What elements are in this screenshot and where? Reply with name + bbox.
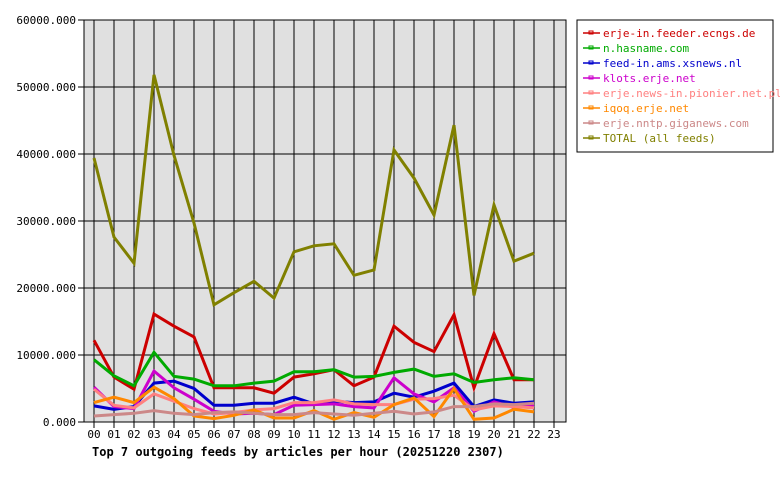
legend-label: klots.erje.net bbox=[603, 72, 696, 85]
x-tick-label: 22 bbox=[527, 428, 540, 441]
x-tick-label: 04 bbox=[167, 428, 181, 441]
x-tick-label: 16 bbox=[407, 428, 420, 441]
y-axis-ticks: 0.000 10000.000 20000.000 30000.000 40000.00… bbox=[16, 14, 85, 429]
x-tick-label: 07 bbox=[227, 428, 240, 441]
y-tick-label: 0.000 bbox=[43, 416, 76, 429]
series-line bbox=[92, 74, 535, 308]
legend: erje-in.feeder.ecngs.de n.hasname.com feed… bbox=[576, 19, 780, 153]
x-tick-label: 03 bbox=[147, 428, 160, 441]
x-tick-label: 06 bbox=[207, 428, 220, 441]
x-tick-label: 23 bbox=[547, 428, 560, 441]
x-tick-label: 08 bbox=[247, 428, 260, 441]
x-tick-label: 14 bbox=[367, 428, 381, 441]
y-tick-label: 30000.000 bbox=[16, 215, 76, 228]
x-tick-label: 20 bbox=[487, 428, 500, 441]
legend-label: erje.news-in.pionier.net.pl bbox=[603, 87, 780, 100]
x-tick-label: 09 bbox=[267, 428, 280, 441]
legend-label: n.hasname.com bbox=[603, 42, 689, 55]
x-axis-ticks: 00 01 02 03 04 05 06 07 08 09 10 11 12 13 14 15 16 17 18 19… bbox=[84, 421, 566, 441]
x-tick-label: 05 bbox=[187, 428, 200, 441]
series-line bbox=[93, 401, 535, 418]
x-tick-label: 11 bbox=[307, 428, 320, 441]
x-tick-label: 12 bbox=[327, 428, 340, 441]
legend-box bbox=[576, 19, 774, 153]
legend-label: feed-in.ams.xsnews.nl bbox=[603, 57, 742, 70]
legend-label: erje-in.feeder.ecngs.de bbox=[603, 27, 755, 40]
x-tick-label: 17 bbox=[427, 428, 440, 441]
legend-label: iqoq.erje.net bbox=[603, 102, 689, 115]
x-tick-label: 00 bbox=[87, 428, 100, 441]
series-line bbox=[92, 310, 534, 395]
data-series bbox=[92, 74, 535, 421]
x-tick-label: 10 bbox=[287, 428, 300, 441]
legend-item: iqoq.erje.net bbox=[583, 102, 689, 115]
legend-item: n.hasname.com bbox=[583, 42, 689, 55]
legend-item: TOTAL (all feeds) bbox=[583, 132, 716, 145]
x-tick-label: 01 bbox=[107, 428, 120, 441]
legend-label: erje.nntp.giganews.com bbox=[603, 117, 749, 130]
x-tick-label: 21 bbox=[507, 428, 520, 441]
y-tick-label: 60000.000 bbox=[16, 14, 76, 27]
legend-item: erje.news-in.pionier.net.pl bbox=[583, 87, 780, 100]
y-tick-label: 50000.000 bbox=[16, 81, 76, 94]
chart-title: Top 7 outgoing feeds by articles per hou… bbox=[92, 445, 504, 459]
x-tick-label: 19 bbox=[467, 428, 480, 441]
series-line bbox=[92, 368, 535, 417]
x-tick-label: 15 bbox=[387, 428, 400, 441]
legend-item: erje-in.feeder.ecngs.de bbox=[583, 27, 755, 40]
x-tick-label: 13 bbox=[347, 428, 360, 441]
y-tick-label: 10000.000 bbox=[16, 349, 76, 362]
legend-item: klots.erje.net bbox=[583, 72, 696, 85]
y-tick-label: 20000.000 bbox=[16, 282, 76, 295]
x-tick-label: 02 bbox=[127, 428, 140, 441]
legend-label: TOTAL (all feeds) bbox=[603, 132, 716, 145]
series-line bbox=[93, 385, 535, 421]
x-tick-label: 18 bbox=[447, 428, 460, 441]
legend-item: feed-in.ams.xsnews.nl bbox=[583, 57, 742, 70]
legend-item: erje.nntp.giganews.com bbox=[583, 117, 749, 130]
y-tick-label: 40000.000 bbox=[16, 148, 76, 161]
series-line bbox=[93, 349, 535, 388]
